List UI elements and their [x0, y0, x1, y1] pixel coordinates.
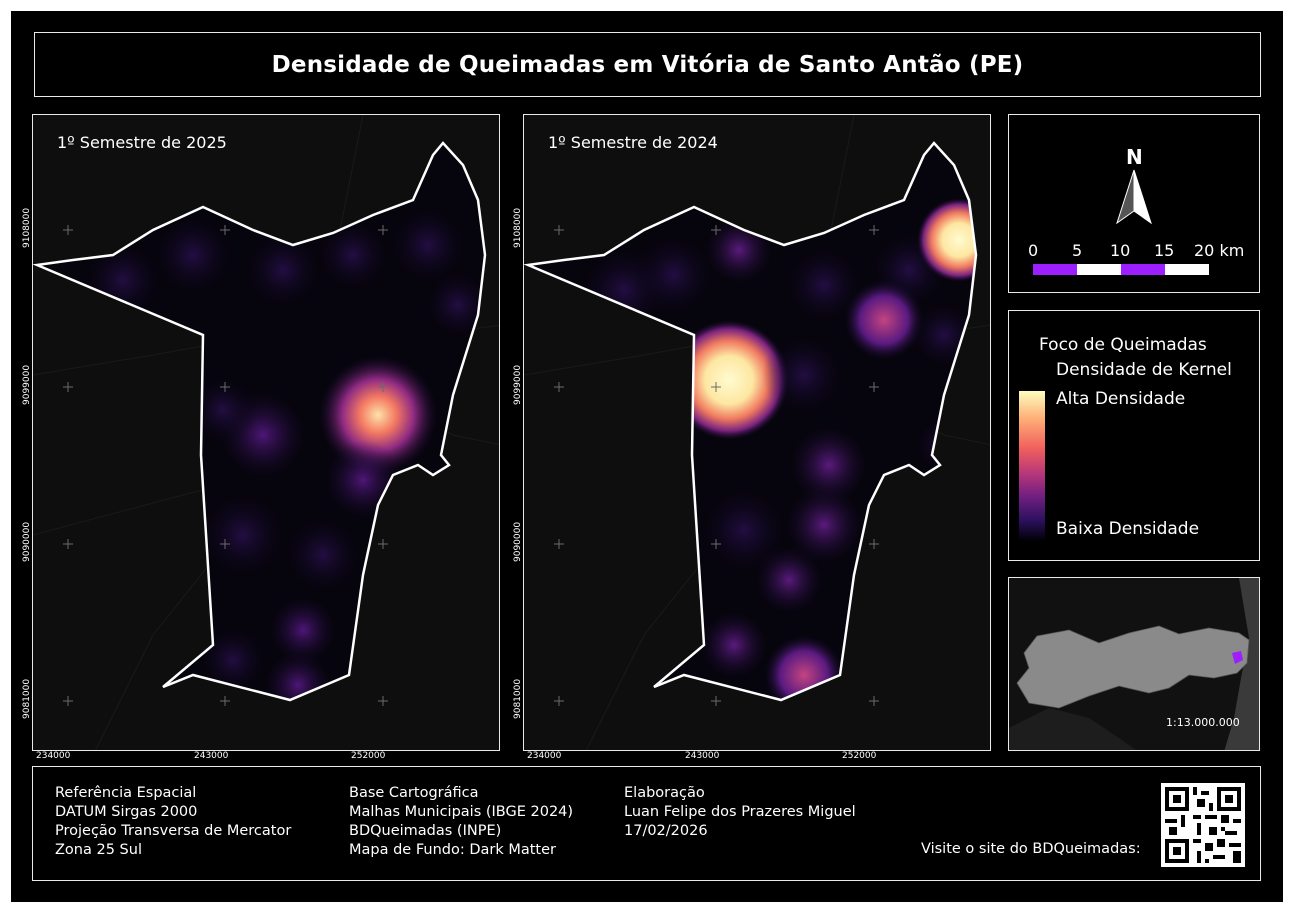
scale-bar	[1033, 264, 1209, 275]
footer-col-reference: Referência Espacial DATUM Sirgas 2000 Pr…	[55, 784, 291, 860]
title-box: Densidade de Queimadas em Vitória de San…	[34, 32, 1261, 97]
north-arrow-box: N 0 5 10 15 20 km	[1008, 114, 1260, 293]
inset-map-canvas	[1009, 578, 1259, 750]
scale-segment	[1165, 264, 1209, 275]
x-tick-map2: 243000	[685, 751, 720, 761]
y-tick-map1: 9099000	[22, 364, 32, 405]
scale-label: 10	[1110, 241, 1131, 260]
map-2024-canvas	[524, 115, 990, 750]
map-panel-2024[interactable]: 1º Semestre de 2024	[523, 114, 991, 751]
scale-segment	[1077, 264, 1121, 275]
y-tick-map1: 9108000	[22, 207, 32, 248]
footer-text: DATUM Sirgas 2000	[55, 804, 198, 820]
scale-label: 15	[1154, 241, 1175, 260]
north-letter: N	[1126, 145, 1143, 169]
inset-map[interactable]: 1:13.000.000	[1008, 577, 1260, 751]
grid-crosses-2024	[554, 225, 879, 706]
footer-text: Zona 25 Sul	[55, 842, 142, 858]
y-tick-map2: 9099000	[513, 364, 523, 405]
qr-code-icon[interactable]	[1161, 783, 1245, 867]
footer-text: Malhas Municipais (IBGE 2024)	[349, 804, 574, 820]
footer-col-author: Elaboração Luan Felipe dos Prazeres Migu…	[624, 784, 856, 841]
map-2025-canvas	[33, 115, 499, 750]
legend-title: Foco de Queimadas	[1039, 335, 1207, 355]
y-tick-map2: 9090000	[513, 521, 523, 562]
x-tick-map1: 252000	[351, 751, 386, 761]
y-tick-map1: 9090000	[22, 521, 32, 562]
scale-segment	[1033, 264, 1077, 275]
footer-col-base: Base Cartográfica Malhas Municipais (IBG…	[349, 784, 573, 860]
map-panel-2025[interactable]: 1º Semestre de 2025	[32, 114, 500, 751]
footer-text: Elaboração	[624, 785, 705, 801]
north-arrow-icon	[1033, 169, 1209, 275]
x-tick-map2: 252000	[842, 751, 877, 761]
y-tick-map2: 9081000	[513, 678, 523, 719]
inset-scale-label: 1:13.000.000	[1166, 716, 1240, 729]
density-color-ramp	[1019, 391, 1045, 541]
qr-code-graphic	[1161, 783, 1245, 867]
scale-label: 0	[1028, 241, 1039, 260]
map-layout-frame: Densidade de Queimadas em Vitória de San…	[11, 11, 1283, 902]
footer-text: Base Cartográfica	[349, 785, 479, 801]
footer-text: Mapa de Fundo: Dark Matter	[349, 842, 556, 858]
scale-label: 5	[1072, 241, 1083, 260]
map-label-2025: 1º Semestre de 2025	[57, 133, 227, 152]
visit-site-text: Visite o site do BDQueimadas:	[921, 841, 1141, 857]
y-tick-map2: 9108000	[513, 207, 523, 248]
footer-text: Luan Felipe dos Prazeres Miguel	[624, 804, 856, 820]
footer-text: Referência Espacial	[55, 785, 197, 801]
municipality-boundary-2025	[33, 141, 487, 702]
x-tick-map1: 243000	[194, 751, 229, 761]
municipality-highlight	[1232, 651, 1243, 664]
footer-text: 17/02/2026	[624, 823, 708, 839]
scale-segment	[1121, 264, 1165, 275]
legend-box: Foco de Queimadas Densidade de Kernel Al…	[1008, 310, 1260, 561]
grid-crosses-2025	[63, 225, 388, 706]
x-tick-map1: 234000	[36, 751, 71, 761]
x-tick-map2: 234000	[527, 751, 562, 761]
legend-low-label: Baixa Densidade	[1056, 519, 1200, 539]
footer-box: Referência Espacial DATUM Sirgas 2000 Pr…	[32, 766, 1261, 881]
municipality-boundary-2024	[524, 141, 978, 702]
state-pernambuco-shape	[1016, 625, 1250, 709]
map-label-2024: 1º Semestre de 2024	[548, 133, 718, 152]
map-title: Densidade de Queimadas em Vitória de San…	[271, 51, 1024, 78]
footer-text: BDQueimadas (INPE)	[349, 823, 502, 839]
legend-subtitle: Densidade de Kernel	[1056, 360, 1232, 380]
footer-text: Projeção Transversa de Mercator	[55, 823, 292, 839]
scale-label: 20 km	[1194, 241, 1245, 260]
y-tick-map1: 9081000	[22, 678, 32, 719]
legend-high-label: Alta Densidade	[1056, 389, 1186, 409]
